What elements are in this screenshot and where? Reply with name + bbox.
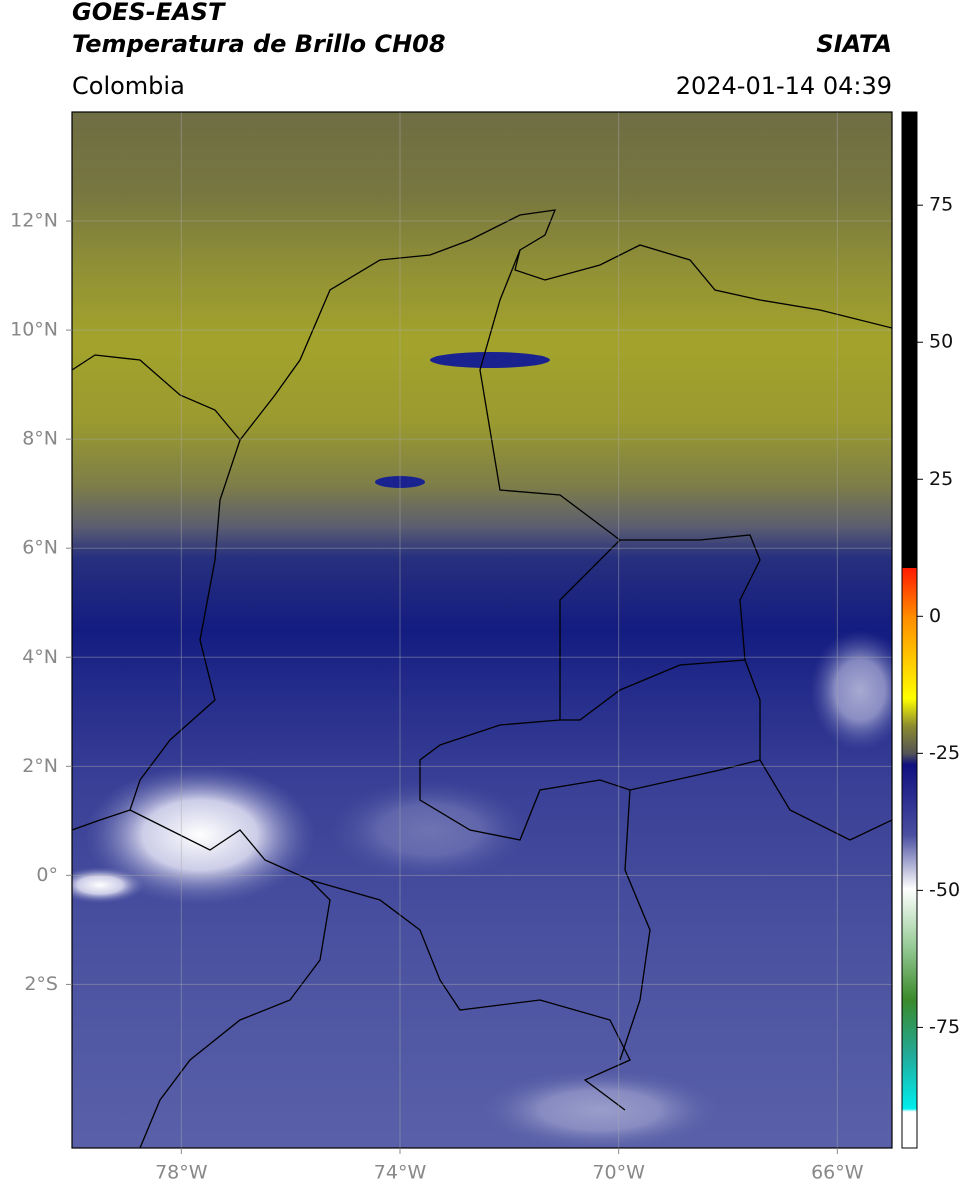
- colorbar-tick-label: 75: [929, 194, 953, 216]
- colorbar-tick-label: -50: [929, 879, 960, 901]
- y-tick-label: 4°N: [22, 646, 58, 668]
- x-tick-label: 78°W: [155, 1162, 208, 1184]
- borders: [72, 209, 892, 1148]
- colorbar-tick-label: -75: [929, 1016, 960, 1038]
- colorbar: [901, 111, 918, 1149]
- colorbar-tick-label: 0: [929, 605, 941, 627]
- subtitle: Temperatura de Brillo CH08: [72, 30, 446, 58]
- colorbar-tick-label: 50: [929, 331, 953, 353]
- y-tick-label: 8°N: [22, 428, 58, 450]
- x-tick-label: 66°W: [811, 1162, 864, 1184]
- y-tick-label: 2°N: [22, 755, 58, 777]
- x-tick-label: 70°W: [592, 1162, 645, 1184]
- colorbar-tick-label: -25: [929, 742, 960, 764]
- grid: [72, 112, 892, 1148]
- title: GOES-EAST: [72, 0, 226, 26]
- source: SIATA: [816, 30, 892, 58]
- x-tick-label: 74°W: [374, 1162, 427, 1184]
- colorbar-tick-label: 25: [929, 468, 953, 490]
- map-frame: [71, 111, 893, 1149]
- satellite-image: [72, 112, 892, 1148]
- region: Colombia: [72, 72, 185, 100]
- y-tick-label: 12°N: [10, 210, 58, 232]
- y-tick-label: 10°N: [10, 319, 58, 341]
- y-tick-label: 0°: [36, 864, 58, 886]
- y-tick-label: 6°N: [22, 537, 58, 559]
- y-tick-label: 2°S: [24, 973, 58, 995]
- datetime: 2024-01-14 04:39: [676, 72, 892, 100]
